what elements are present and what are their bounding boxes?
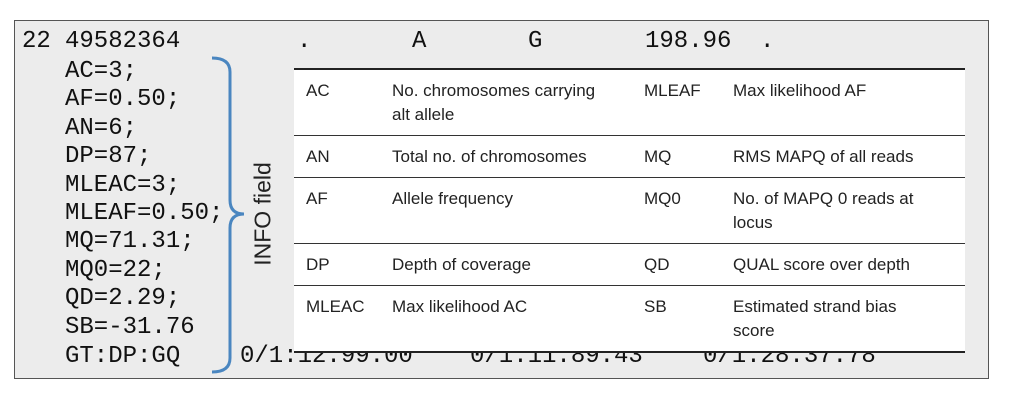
- info-entry: AN=6;: [65, 114, 138, 142]
- chrom: 22: [22, 28, 51, 55]
- table-row: AF Allele frequency MQ0 No. of MAPQ 0 reads…: [294, 177, 965, 244]
- key: AC: [294, 68, 380, 136]
- table-row: MLEAC Max likelihood AC SB Estimated strand…: [294, 285, 965, 353]
- description: No. chromosomes carrying alt allele: [380, 68, 632, 136]
- qual: 198.96: [645, 28, 732, 55]
- key: QD: [632, 243, 725, 286]
- format: GT:DP:GQ: [65, 343, 181, 370]
- bracket: [211, 56, 245, 374]
- key: MLEAF: [632, 68, 725, 136]
- alt: G: [528, 28, 543, 55]
- description: Max likelihood AC: [380, 285, 632, 353]
- info-table: AC No. chromosomes carrying alt allele MLE…: [294, 68, 965, 353]
- description: No. of MAPQ 0 reads at locus: [725, 177, 965, 244]
- info-entry: AF=0.50;: [65, 86, 181, 114]
- table-row: DP Depth of coverage QD QUAL score over dep…: [294, 243, 965, 286]
- info-entry: MLEAF=0.50;: [65, 200, 224, 227]
- ref: A: [412, 28, 427, 55]
- info-entry: SB=-31.76: [65, 313, 195, 341]
- key: MQ: [632, 135, 725, 178]
- key: AF: [294, 177, 380, 244]
- key: SB: [632, 285, 725, 353]
- key: AN: [294, 135, 380, 178]
- pos: 49582364: [65, 28, 181, 55]
- bracket-label: INFO field: [249, 162, 276, 266]
- key: DP: [294, 243, 380, 286]
- info-entry: QD=2.29;: [65, 285, 181, 313]
- info-entry: AC=3;: [65, 58, 138, 85]
- info-entry: MQ0=22;: [65, 256, 166, 284]
- table-row: AC No. chromosomes carrying alt allele MLE…: [294, 68, 965, 136]
- description: Estimated strand bias score: [725, 285, 965, 353]
- description: Total no. of chromosomes: [380, 135, 632, 178]
- description: Max likelihood AF: [725, 68, 965, 136]
- info-entry: DP=87;: [65, 143, 152, 171]
- key: MLEAC: [294, 285, 380, 353]
- description: Depth of coverage: [380, 243, 632, 286]
- table-row: AN Total no. of chromosomes MQ RMS MAPQ of …: [294, 135, 965, 178]
- key: MQ0: [632, 177, 725, 244]
- filter: .: [760, 28, 775, 55]
- info-entry: MLEAC=3;: [65, 171, 181, 199]
- info-entry: MQ=71.31;: [65, 228, 195, 256]
- description: QUAL score over depth: [725, 243, 965, 286]
- id: .: [297, 28, 312, 55]
- description: RMS MAPQ of all reads: [725, 135, 965, 178]
- description: Allele frequency: [380, 177, 632, 244]
